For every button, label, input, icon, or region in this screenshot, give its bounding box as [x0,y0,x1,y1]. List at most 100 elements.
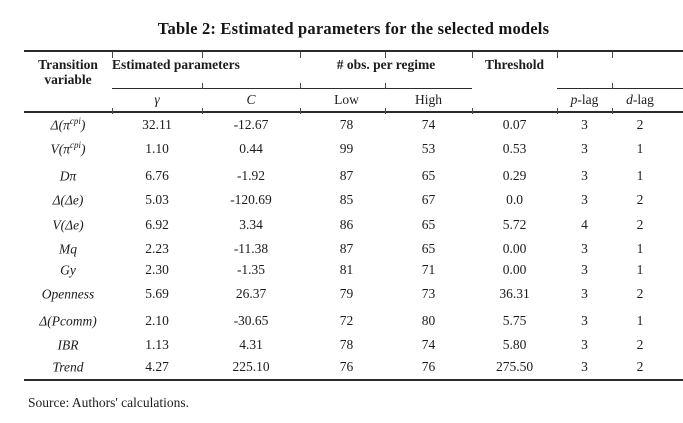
header-threshold: Threshold [484,57,545,72]
threshold-cell: 0.0 [506,192,523,207]
variable-name: V(π [50,141,70,157]
c-cell: -30.65 [233,313,269,328]
table-body: Δ(πcpi) 32.11 -12.67 78 74 0.07 3 2 V(πc… [24,112,683,380]
rule-tick [612,108,613,114]
table-wrap: Transition variable Estimated parameters… [24,50,683,381]
header-d-lag: d-lag [612,88,683,113]
params-table: Transition variable Estimated parameters… [24,50,683,381]
variable-name: Δ(Δe) [52,192,84,208]
variable-name: V(Δe) [52,217,84,233]
threshold-cell: 0.00 [502,240,527,256]
source-note: Source: Authors' calculations. [28,395,190,410]
high-obs-cell: 67 [421,192,436,207]
transition-variable-cell: IBR [24,334,112,355]
header-threshold-empty [472,88,557,113]
rule-tick [202,108,203,114]
header-lag-spacer [557,51,683,89]
table-row: Openness 5.69 26.37 79 73 36.31 3 2 [24,280,683,308]
transition-variable-cell: Dπ [24,162,112,189]
rule-tick [385,83,386,89]
low-obs-cell: 79 [339,286,354,301]
threshold-cell: 0.07 [502,116,527,132]
c-cell: -1.35 [236,261,266,277]
c-cell: -12.67 [233,116,269,132]
c-cell: -1.92 [236,167,266,183]
table-row: IBR 1.13 4.31 78 74 5.80 3 2 [24,334,683,355]
transition-variable-cell: Δ(πcpi) [24,112,112,136]
d-lag-cell: 1 [636,167,644,183]
p-lag-cell: 3 [581,116,588,132]
variable-superscript: cpi [70,140,81,151]
rule-tick [557,108,558,114]
header-d-lag-italic: d [626,91,633,107]
low-obs-cell: 86 [339,216,354,232]
low-obs-cell: 78 [339,336,354,352]
table-row: Δ(Δe) 5.03 -120.69 85 67 0.0 3 2 [24,189,683,211]
transition-variable-cell: Mq [24,238,112,259]
p-lag-cell: 3 [581,286,588,301]
d-lag-cell: 1 [636,141,644,156]
c-cell: 0.44 [239,141,263,156]
d-lag-cell: 1 [636,313,644,328]
variable-name: Gy [60,262,76,278]
d-lag-cell: 2 [636,336,644,352]
c-cell: 4.31 [239,336,263,352]
threshold-cell: 0.29 [502,167,527,183]
variable-name: Δ(π [50,117,70,133]
rule-tick [557,52,558,58]
low-obs-cell: 99 [339,141,354,156]
gamma-cell: 1.13 [145,336,169,352]
low-obs-cell: 76 [339,359,354,374]
rule-tick [385,52,386,58]
transition-variable-cell: Δ(Δe) [24,189,112,211]
variable-name: Mq [59,241,77,257]
c-cell: -120.69 [230,192,272,207]
c-cell: 26.37 [235,286,267,301]
high-obs-cell: 65 [421,167,436,183]
gamma-cell: 32.11 [142,116,172,132]
d-lag-cell: 2 [636,116,644,132]
gamma-cell: 5.03 [145,192,169,207]
low-obs-cell: 87 [339,167,354,183]
variable-name: Dπ [59,168,77,184]
high-obs-cell: 65 [421,240,436,256]
high-obs-cell: 74 [421,336,436,352]
gamma-cell: 2.10 [145,313,169,328]
low-obs-cell: 72 [339,313,354,328]
header-d-lag-rest: -lag [632,91,654,107]
header-p-lag: p-lag [557,88,612,113]
header-estimated-parameters: Estimated parameters [112,51,300,89]
threshold-cell: 0.53 [502,141,527,156]
gamma-cell: 5.69 [145,286,169,301]
table-row: Dπ 6.76 -1.92 87 65 0.29 3 1 [24,162,683,189]
threshold-cell: 275.50 [495,359,534,374]
table-title: Table 2: Estimated parameters for the se… [157,19,550,38]
p-lag-cell: 3 [581,261,588,277]
high-obs-cell: 76 [421,359,436,374]
transition-variable-cell: Trend [24,355,112,380]
rule-tick [202,52,203,58]
low-obs-cell: 87 [339,240,354,256]
variable-name-suffix: ) [80,117,86,133]
rule-tick [612,52,613,58]
gamma-cell: 6.92 [145,216,169,232]
c-cell: 225.10 [232,359,270,374]
high-obs-cell: 80 [421,313,436,328]
d-lag-cell: 2 [636,216,644,232]
threshold-cell: 5.80 [502,336,527,352]
transition-variable-cell: V(Δe) [24,211,112,238]
header-transition-variable: Transition variable [24,51,112,88]
header-gamma: γ [112,88,202,113]
table-row: Trend 4.27 225.10 76 76 275.50 3 2 [24,355,683,380]
header-transition-line1: Transition [38,57,98,72]
rule-tick [300,108,301,114]
header-p-lag-italic: p [570,91,578,107]
threshold-cell: 0.00 [502,261,527,277]
p-lag-cell: 4 [581,216,588,232]
rule-tick [385,108,386,114]
variable-name: Δ(Pcomm) [39,313,97,329]
p-lag-cell: 3 [581,192,588,207]
rule-tick [112,108,113,114]
rule-tick [472,108,473,114]
threshold-cell: 36.31 [499,286,530,301]
